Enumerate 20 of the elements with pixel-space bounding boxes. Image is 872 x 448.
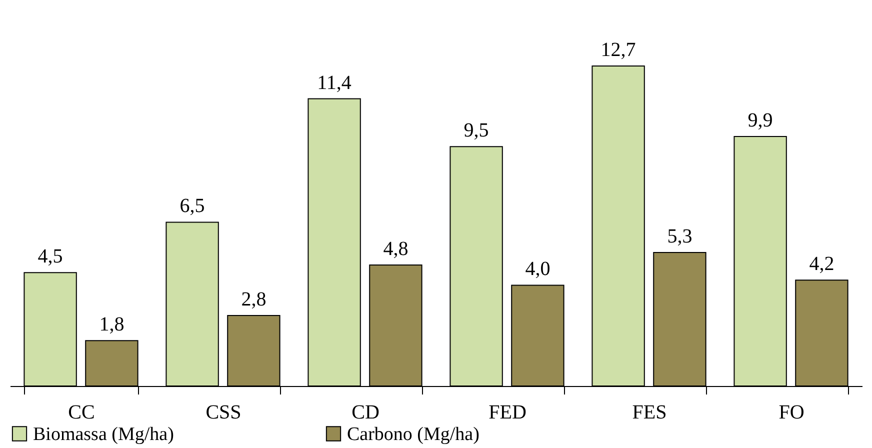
data-label: 4,5 (38, 246, 63, 268)
legend-label: Biomassa (Mg/ha) (33, 424, 174, 445)
data-label: 2,8 (241, 288, 266, 310)
x-tick-label: FES (632, 402, 667, 424)
data-label: 4,2 (809, 253, 834, 276)
data-label: 9,5 (464, 120, 489, 142)
x-tick-label: FO (778, 402, 804, 424)
x-tick-label: CD (352, 402, 380, 424)
x-tick-label: CSS (206, 402, 242, 424)
x-tick-label: FED (488, 402, 526, 424)
data-label: 6,5 (180, 195, 205, 218)
data-label: 1,8 (99, 314, 124, 336)
x-tick-label: CC (68, 402, 95, 424)
data-label: 11,4 (317, 72, 352, 94)
data-label: 4,8 (383, 238, 408, 260)
data-label: 5,3 (667, 225, 692, 248)
legend-label: Carbono (Mg/ha) (347, 424, 480, 445)
data-label: 12,7 (600, 39, 636, 61)
data-label: 4,0 (525, 258, 550, 280)
data-label: 9,9 (748, 110, 773, 132)
